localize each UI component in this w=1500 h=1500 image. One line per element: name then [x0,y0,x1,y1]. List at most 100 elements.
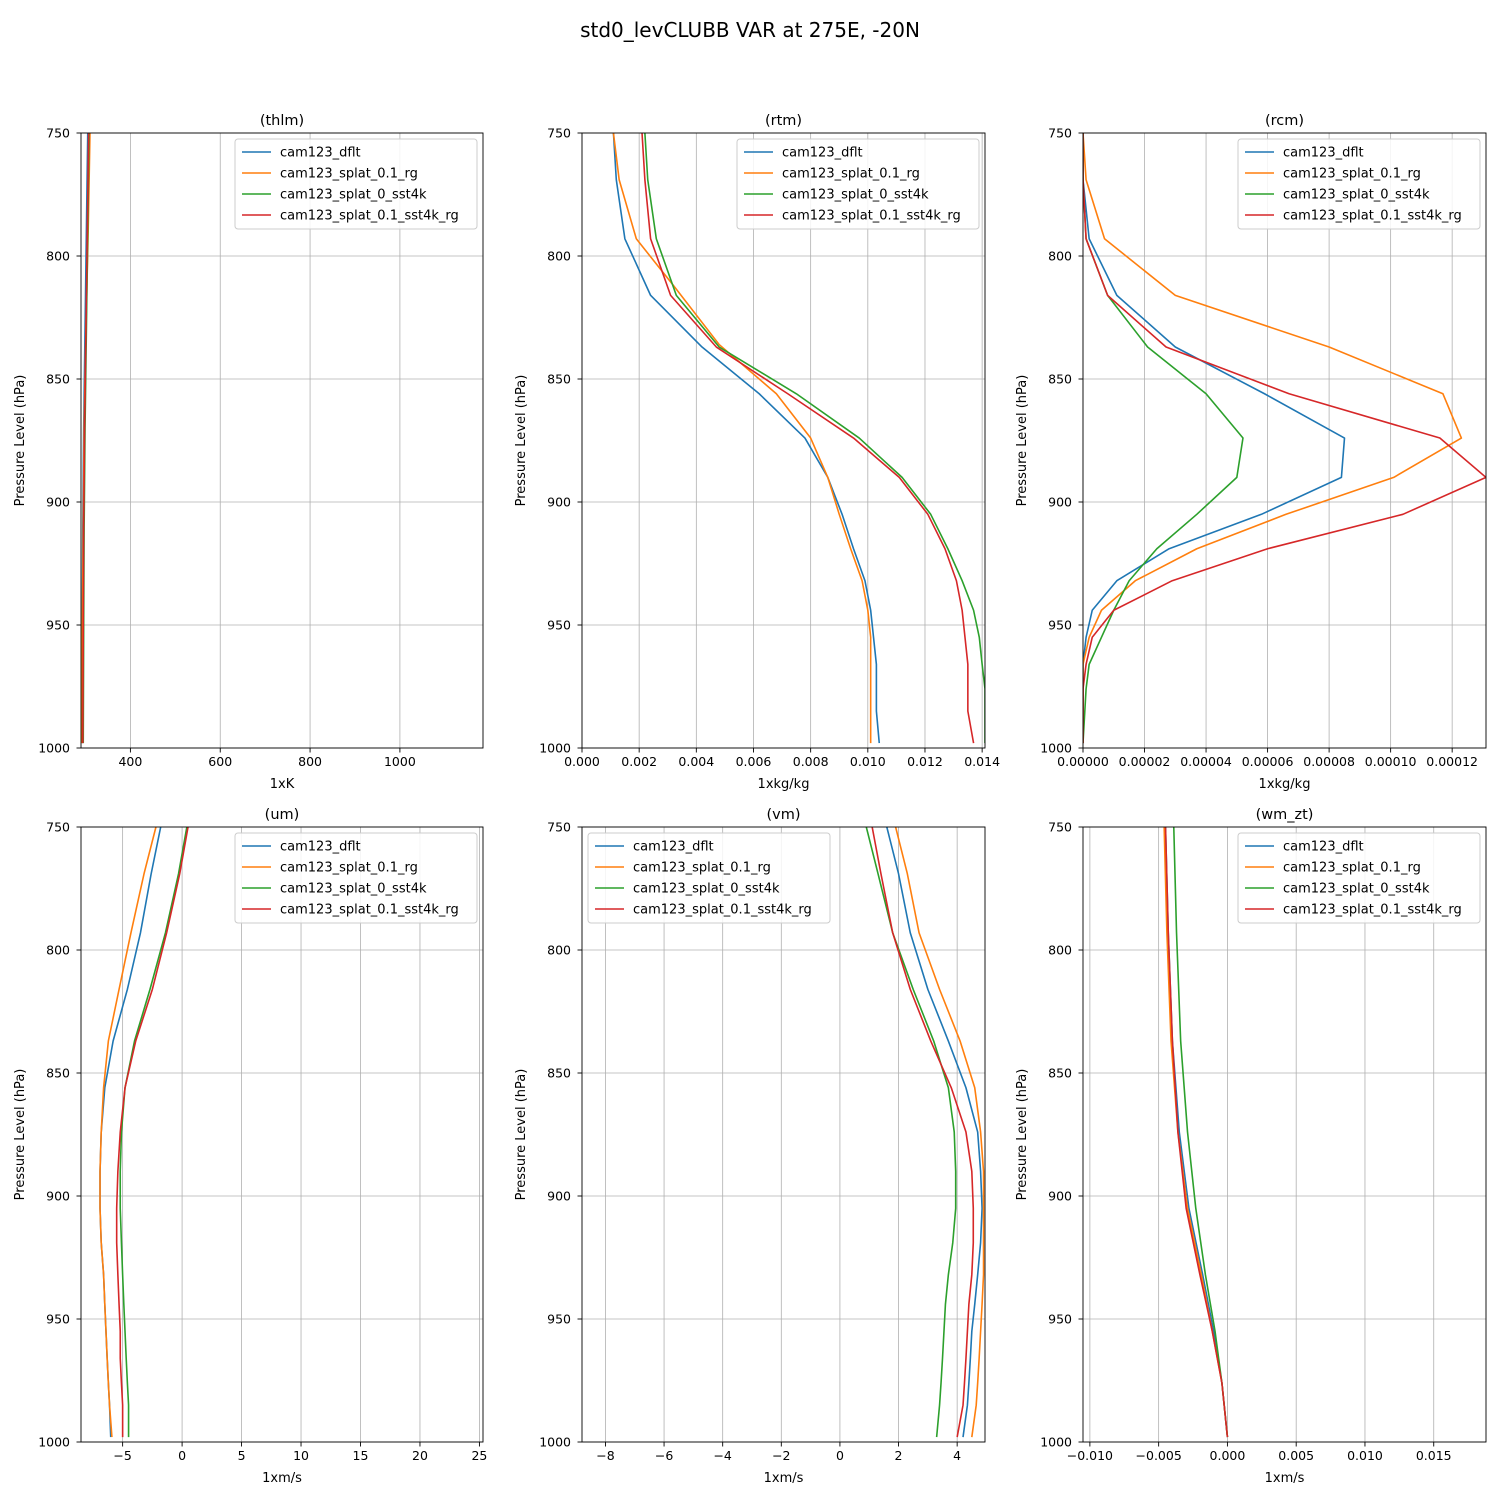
panel-rtm-xtick-label: 0.002 [621,754,657,769]
panel-um-ytick-label: 1000 [38,1435,70,1450]
panel-thlm: 400 600 800 1000 750 800 850 900 950 1000 (thlm) 1x… [13,113,484,792]
panel-rtm-legend-label: cam123_splat_0.1_rg [782,167,920,182]
panel-rtm-xtick-label: 0.008 [793,754,829,769]
panel-rtm-title: (rtm) [765,113,802,129]
panel-rcm-title: (rcm) [1265,113,1304,129]
panel-vm-xtick-label: −8 [596,1448,614,1463]
figure-suptitle: std0_levCLUBB VAR at 275E, -20N [580,18,920,42]
panel-rcm-line-cam123-splat-0-1-rg [1083,133,1463,744]
panel-um-line-cam123-dflt [99,827,162,1438]
panel-wm-zt-line-cam123-dflt [1164,827,1229,1438]
panel-rtm-xtick-label: 0.004 [678,754,714,769]
panel-rtm-ytick-label: 800 [547,249,571,264]
panel-rcm-xtick-label: 0.00010 [1365,754,1417,769]
panel-rtm-series-group [612,133,985,744]
panel-vm-ytick-label: 850 [547,1066,571,1081]
panel-um: −5 0 5 10 15 20 25 750 800 850 900 950 1000 (um) 1xm/s… [13,807,487,1486]
panel-rcm-xlabel: 1xkg/kg [1259,777,1311,792]
panel-rcm-legend-label: cam123_splat_0.1_sst4k_rg [1283,209,1462,224]
panel-vm-ytick-label: 900 [547,1189,571,1204]
panel-rcm-xtick-label: 0.00004 [1180,754,1232,769]
panel-rtm-xtick-label: 0.000 [564,754,600,769]
panel-wm-zt-xtick-label: 0.015 [1416,1448,1452,1463]
panel-rcm-xtick-label: 0.00002 [1119,754,1171,769]
panel-vm-xtick-label: 0 [836,1448,844,1463]
panel-vm-ylabel: Pressure Level (hPa) [514,1069,529,1201]
panel-thlm-legend-label: cam123_splat_0.1_rg [280,167,418,182]
panel-wm-zt-xtick-label: −0.005 [1136,1448,1182,1463]
panel-um-line-cam123-splat-0-1-sst4k-rg [115,827,189,1438]
panel-um-frame [80,826,484,1443]
panel-vm-line-cam123-splat-0-1-sst4k-rg [871,827,975,1438]
panel-rtm-frame [581,132,986,749]
panel-rtm-line-cam123-splat-0-1-rg [612,133,872,744]
panel-vm-legend: cam123_dflt cam123_splat_0.1_rg cam123_spl… [587,832,831,924]
panel-um-ylabel: Pressure Level (hPa) [13,1069,28,1201]
panel-vm-xtick-label: 4 [953,1448,961,1463]
panel-vm-ytick-label: 950 [547,1312,571,1327]
panel-rcm-ytick-label: 900 [1048,495,1072,510]
panel-vm: −8 −6 −4 −2 0 2 4 750 800 850 900 950 1000 (vm) 1xm/s P… [514,807,986,1486]
panel-um-line-cam123-splat-0-1-rg [99,827,157,1438]
panel-wm-zt-ytick-label: 800 [1048,943,1072,958]
panel-vm-line-cam123-splat-0-sst4k [865,827,957,1438]
panel-thlm-frame [80,132,484,749]
panel-rtm-xtick-label: 0.014 [964,754,1000,769]
panel-vm-line-cam123-splat-0-1-rg [894,827,985,1438]
panel-wm-zt-legend-label: cam123_splat_0.1_rg [1283,861,1421,876]
panel-thlm-xlabel: 1xK [270,777,295,792]
panel-rcm-ytick-label: 800 [1048,249,1072,264]
panel-wm-zt-ytick-label: 950 [1048,1312,1072,1327]
panel-thlm-xtick-label: 1000 [384,754,416,769]
panel-rtm-line-cam123-splat-0-1-sst4k-rg [641,133,975,744]
panel-vm-ytick-label: 1000 [539,1435,571,1450]
panel-wm-zt: −0.010 −0.005 0.000 0.005 0.010 0.015 750 800 85… [1015,807,1487,1486]
panel-rtm-ytick-label: 750 [547,126,571,141]
panel-vm-legend-label: cam123_splat_0.1_sst4k_rg [633,903,812,918]
panel-rtm-legend-label: cam123_dflt [782,146,863,161]
panel-um-xtick-label: 0 [178,1448,186,1463]
panel-um-xtick-label: −5 [113,1448,131,1463]
panel-rtm-ytick-label: 1000 [539,741,571,756]
panel-rtm-xtick-label: 0.006 [736,754,772,769]
panel-rtm-line-cam123-dflt [612,133,881,744]
panel-thlm-xtick-label: 800 [298,754,322,769]
panel-vm-legend-label: cam123_dflt [633,840,714,855]
panel-wm-zt-legend-label: cam123_dflt [1283,840,1364,855]
panel-rcm-frame [1082,132,1487,749]
panel-um-legend-box [234,832,478,924]
panel-vm-series-group [865,827,985,1438]
panel-um-line-cam123-splat-0-sst4k [119,827,188,1438]
panel-um-ytick-label: 850 [46,1066,70,1081]
panel-rtm-line-cam123-splat-0-sst4k [644,133,985,744]
panel-um-legend-label: cam123_splat_0_sst4k [280,882,427,897]
panel-rtm: 0.000 0.002 0.004 0.006 0.008 0.010 0.012 0.014… [514,113,1000,792]
panel-rtm-legend-label: cam123_splat_0.1_sst4k_rg [782,209,961,224]
panel-um-xtick-label: 25 [471,1448,487,1463]
panel-rtm-ytick-label: 950 [547,618,571,633]
panel-rcm-ytick-label: 850 [1048,372,1072,387]
panel-thlm-legend: cam123_dflt cam123_splat_0.1_rg cam123_spl… [234,138,478,230]
panel-thlm-series-group [81,133,91,744]
panel-rcm-legend-label: cam123_splat_0_sst4k [1283,188,1430,203]
panel-rtm-ytick-label: 850 [547,372,571,387]
panel-rcm-xtick-label: 0.00008 [1303,754,1355,769]
panel-thlm-ytick-label: 850 [46,372,70,387]
panel-um-ytick-label: 750 [46,820,70,835]
panel-wm-zt-legend-label: cam123_splat_0_sst4k [1283,882,1430,897]
panel-rcm-legend-label: cam123_splat_0.1_rg [1283,167,1421,182]
panel-um-xlabel: 1xm/s [262,1471,302,1486]
panel-vm-xtick-label: 2 [895,1448,903,1463]
panel-um-legend-label: cam123_dflt [280,840,361,855]
panel-rcm-xtick-label: 0.00012 [1426,754,1478,769]
panel-thlm-ytick-label: 750 [46,126,70,141]
panel-vm-xtick-label: −4 [713,1448,731,1463]
panel-wm-zt-xtick-label: 0.010 [1347,1448,1383,1463]
panel-rcm-line-cam123-splat-0-1-sst4k-rg [1083,133,1486,744]
panel-um-xtick-label: 20 [412,1448,428,1463]
panel-vm-legend-box [587,832,831,924]
panel-vm-frame [581,826,986,1443]
panel-um-series-group [99,827,189,1438]
